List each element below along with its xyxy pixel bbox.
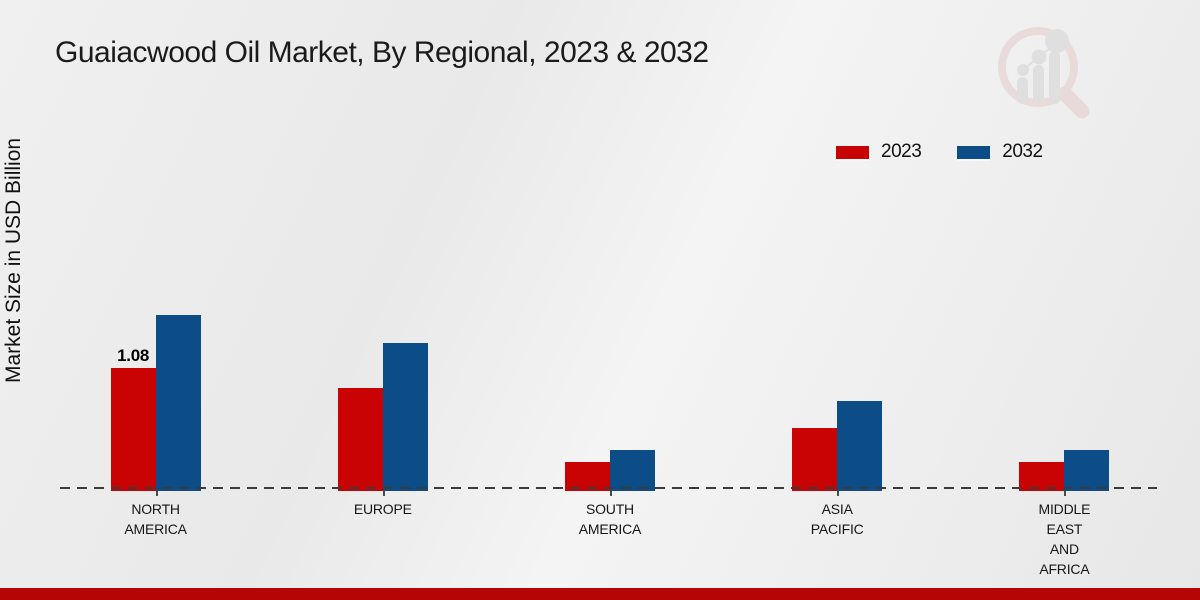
bar-2032-category-3[interactable]: [837, 401, 883, 491]
axis-tick: [609, 491, 612, 496]
bar-2023-category-3[interactable]: [792, 428, 838, 491]
bar-2032-category-2[interactable]: [609, 450, 655, 491]
y-axis-label: Market Size in USD Billion: [2, 137, 25, 383]
bar-group: MIDDLE EAST AND AFRICA: [951, 0, 1178, 577]
bar-group: EUROPE: [269, 0, 496, 517]
axis-tick: [382, 491, 385, 496]
category-label: SOUTH AMERICA: [578, 501, 642, 537]
legend: 2023 2032: [836, 141, 1043, 163]
legend-label: 2032: [1002, 141, 1043, 162]
legend-swatch-2023: [836, 145, 869, 159]
axis-tick: [1064, 491, 1067, 496]
bar-2032-category-4[interactable]: [1064, 450, 1110, 491]
bar-value-label: 1.08: [117, 346, 150, 365]
category-label: MIDDLE EAST AND AFRICA: [1038, 501, 1091, 577]
bar-group: 1.08 NORTH AMERICA: [42, 0, 269, 537]
category-label: EUROPE: [353, 501, 412, 517]
axis-tick: [155, 491, 158, 496]
category-label: NORTH AMERICA: [124, 501, 187, 537]
magnifier-bar-chart-logo-icon: [986, 20, 1094, 125]
bar-2023-category-0[interactable]: 1.08: [110, 346, 156, 491]
bar-group: ASIA PACIFIC: [724, 0, 951, 537]
bar-2032-category-1[interactable]: [382, 343, 428, 491]
plot-area: 1.08 NORTH AMERICA EUROPE SOUTH AMERICA ASIA…: [42, 0, 1178, 577]
axis-tick: [837, 491, 840, 496]
legend-item-2023[interactable]: 2023: [836, 141, 922, 163]
legend-swatch-2032: [957, 145, 991, 159]
legend-item-2032[interactable]: 2032: [957, 141, 1043, 163]
bar-group: SOUTH AMERICA: [496, 0, 723, 537]
chart-title: Guaiacwood Oil Market, By Regional, 2023…: [55, 36, 709, 69]
bar-2023-category-1[interactable]: [337, 388, 383, 491]
footer-accent-bar: [0, 588, 1200, 600]
bar-2023-category-2[interactable]: [564, 462, 610, 491]
category-label: ASIA PACIFIC: [810, 501, 864, 537]
x-axis-baseline: [60, 487, 1157, 489]
bar-2023-category-4[interactable]: [1019, 462, 1065, 491]
legend-label: 2023: [881, 141, 922, 162]
bar-2032-category-0[interactable]: [155, 315, 201, 491]
